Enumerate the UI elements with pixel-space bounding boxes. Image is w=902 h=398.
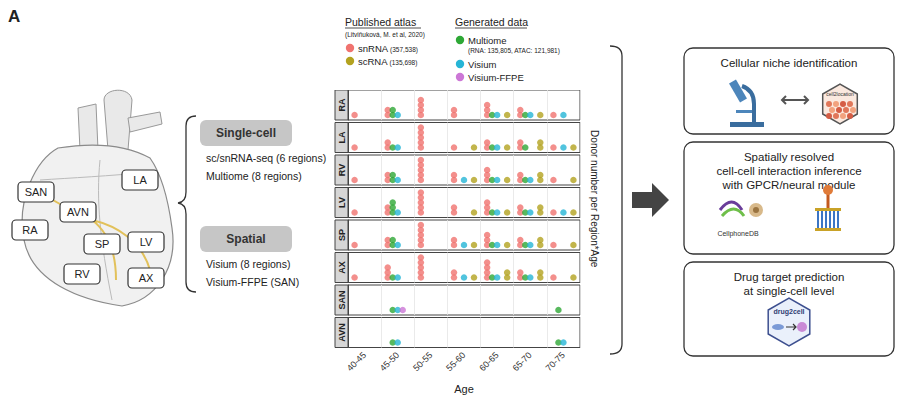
svg-text:Spatially resolved: Spatially resolved	[744, 151, 834, 163]
svg-text:cell-cell interaction inferenc: cell-cell interaction inference	[716, 165, 861, 177]
svg-text:at single-cell level: at single-cell level	[744, 285, 835, 297]
svg-text:Drug target prediction: Drug target prediction	[734, 271, 845, 283]
svg-text:70-75: 70-75	[544, 350, 567, 373]
svg-text:Age: Age	[454, 383, 474, 395]
svg-text:SAN: SAN	[25, 186, 48, 198]
svg-text:RV: RV	[337, 164, 347, 176]
svg-text:drug2cell: drug2cell	[773, 308, 804, 316]
svg-text:LA: LA	[133, 174, 147, 186]
svg-text:Multiome (8 regions): Multiome (8 regions)	[206, 170, 302, 182]
svg-text:AX: AX	[139, 272, 154, 284]
svg-text:CellphoneDB: CellphoneDB	[717, 230, 759, 238]
svg-text:Single-cell: Single-cell	[216, 126, 276, 140]
svg-text:LA: LA	[337, 131, 347, 143]
svg-text:55-60: 55-60	[444, 350, 467, 373]
svg-text:A: A	[8, 7, 20, 26]
svg-text:with GPCR/neural module: with GPCR/neural module	[722, 179, 856, 191]
svg-text:50-55: 50-55	[411, 350, 434, 373]
svg-text:65-70: 65-70	[510, 350, 533, 373]
svg-text:SAN: SAN	[337, 290, 347, 309]
svg-text:scRNA(135,698): scRNA(135,698)	[358, 56, 417, 67]
svg-text:RA: RA	[22, 224, 38, 236]
svg-text:Visium-FFPE: Visium-FFPE	[468, 72, 524, 83]
svg-text:AX: AX	[337, 261, 347, 274]
svg-text:(Litviňuková, M. et al, 2020): (Litviňuková, M. et al, 2020)	[345, 31, 425, 39]
svg-text:SP: SP	[95, 238, 110, 250]
svg-text:Cellular niche identification: Cellular niche identification	[721, 57, 858, 69]
svg-text:Generated data: Generated data	[455, 16, 528, 28]
svg-text:SP: SP	[337, 229, 347, 241]
svg-text:40-45: 40-45	[345, 350, 368, 373]
svg-text:Visium-FFPE (SAN): Visium-FFPE (SAN)	[206, 276, 299, 288]
svg-text:AVN: AVN	[67, 206, 89, 218]
svg-text:sc/snRNA-seq (6 regions): sc/snRNA-seq (6 regions)	[206, 152, 326, 164]
svg-text:Multiome: Multiome	[468, 35, 507, 46]
svg-text:AVN: AVN	[337, 323, 347, 341]
svg-text:cell2location: cell2location	[826, 91, 854, 97]
svg-text:45-50: 45-50	[378, 350, 401, 373]
svg-text:Published atlas: Published atlas	[345, 16, 416, 28]
svg-text:Visium: Visium	[468, 59, 496, 70]
svg-text:60-65: 60-65	[477, 350, 500, 373]
svg-text:RV: RV	[74, 268, 90, 280]
svg-text:Visium (8 regions): Visium (8 regions)	[206, 258, 290, 270]
svg-text:LV: LV	[140, 236, 153, 248]
svg-text:LV: LV	[337, 197, 347, 208]
svg-text:snRNA(357,538): snRNA(357,538)	[358, 43, 418, 54]
svg-text:Spatial: Spatial	[226, 232, 265, 246]
svg-text:RA: RA	[337, 98, 347, 111]
svg-text:(RNA: 135,805, ATAC: 121,981): (RNA: 135,805, ATAC: 121,981)	[468, 47, 560, 55]
svg-text:Donor number per Region*Age: Donor number per Region*Age	[589, 130, 600, 268]
